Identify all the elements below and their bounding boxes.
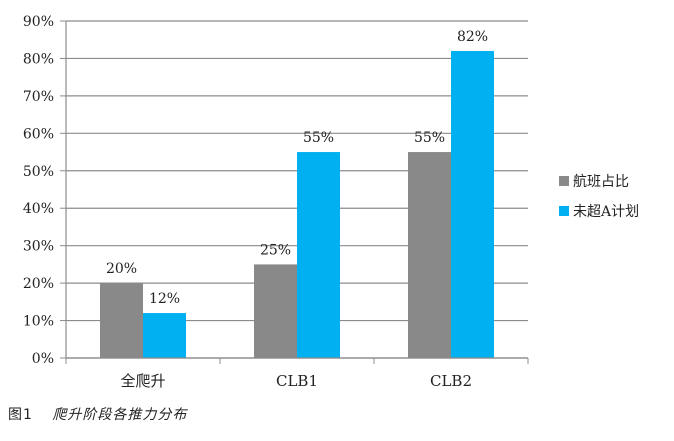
- y-axis: 0% 10% 20% 30% 40% 50% 60% 70% 80% 90%: [23, 14, 67, 367]
- x-axis: 全爬升 CLB1 CLB2: [65, 357, 529, 390]
- y-tick-label: 10%: [23, 314, 54, 330]
- y-tick-label: 90%: [23, 14, 54, 30]
- bar-未超A计划-全爬升: [143, 313, 186, 358]
- x-tick-label: 全爬升: [120, 372, 165, 390]
- y-tick-label: 70%: [23, 89, 54, 105]
- y-tick-label: 20%: [23, 276, 54, 292]
- data-label: 20%: [106, 261, 137, 277]
- y-tick-label: 50%: [23, 164, 54, 180]
- figure-caption: 图1 爬升阶段各推力分布: [8, 404, 187, 424]
- y-tick-label: 40%: [23, 201, 54, 217]
- y-tick-label: 80%: [23, 51, 54, 67]
- bar-未超A计划-CLB2: [451, 50, 494, 358]
- legend-label: 未超A计划: [573, 204, 639, 220]
- data-labels: 20% 12% 25% 55% 55% 82%: [106, 29, 488, 307]
- legend-swatch: [559, 206, 569, 216]
- legend-swatch: [559, 176, 569, 186]
- bar-航班占比-全爬升: [100, 283, 143, 358]
- figure-number: 图1: [8, 407, 33, 423]
- y-tick-label: 30%: [23, 239, 54, 255]
- figure-caption-text: 爬升阶段各推力分布: [52, 407, 188, 423]
- data-label: 12%: [149, 291, 180, 307]
- data-label: 55%: [303, 130, 334, 146]
- y-tick-label: 60%: [23, 126, 54, 142]
- data-label: 25%: [260, 242, 291, 258]
- bar-航班占比-CLB1: [254, 264, 297, 358]
- data-label: 55%: [414, 130, 445, 146]
- data-label: 82%: [457, 29, 488, 45]
- bars: [100, 50, 494, 358]
- bar-chart: 0% 10% 20% 30% 40% 50% 60% 70% 80% 90% 20% 12% 25% 5…: [23, 14, 639, 390]
- x-tick-label: CLB2: [430, 372, 472, 390]
- x-tick-label: CLB1: [276, 372, 318, 390]
- bar-未超A计划-CLB1: [297, 152, 340, 358]
- legend-label: 航班占比: [573, 174, 629, 190]
- y-tick-label: 0%: [32, 351, 54, 367]
- bar-航班占比-CLB2: [408, 152, 451, 358]
